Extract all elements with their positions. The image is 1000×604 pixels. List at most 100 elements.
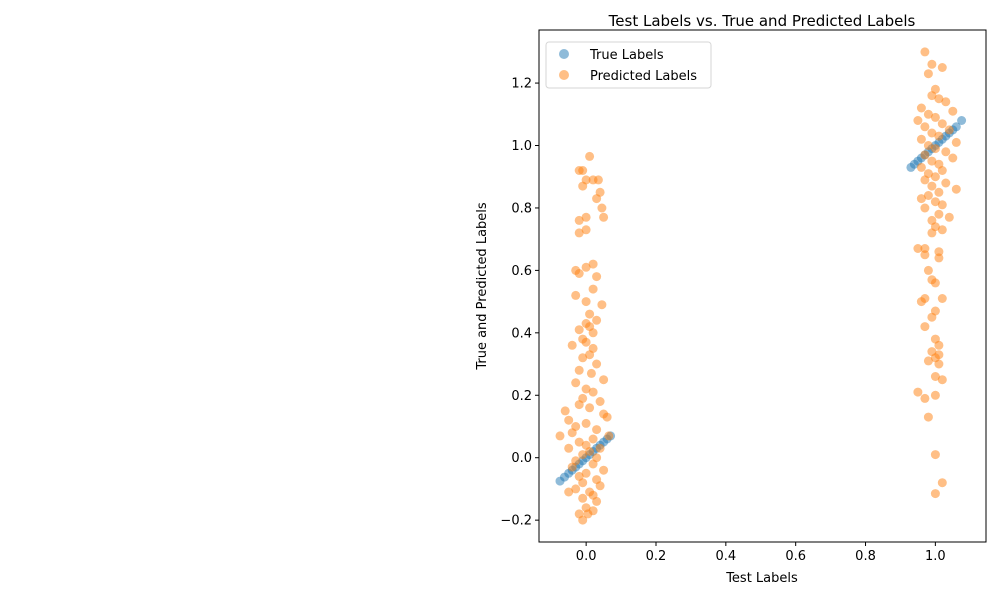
point-predicted-labels: [567, 462, 577, 472]
legend-label-true-labels: True Labels: [589, 48, 664, 63]
point-predicted-labels: [934, 131, 944, 141]
point-predicted-labels: [923, 191, 933, 200]
point-predicted-labels: [937, 225, 947, 235]
point-predicted-labels: [934, 253, 944, 263]
point-predicted-labels: [574, 437, 584, 447]
point-predicted-labels: [578, 353, 588, 363]
point-predicted-labels: [951, 184, 961, 194]
legend-swatch-predicted-labels: [559, 70, 569, 80]
x-tick-label: 0.4: [715, 549, 736, 564]
x-tick-label: 0.6: [785, 549, 806, 564]
point-predicted-labels: [937, 63, 947, 72]
point-predicted-labels: [927, 312, 937, 322]
y-tick-label: 0.8: [511, 201, 532, 216]
point-predicted-labels: [923, 412, 933, 422]
point-predicted-labels: [923, 141, 933, 150]
point-predicted-labels: [560, 406, 570, 416]
point-predicted-labels: [588, 328, 598, 338]
point-predicted-labels: [592, 359, 602, 369]
point-predicted-labels: [937, 478, 947, 488]
point-predicted-labels: [599, 375, 609, 385]
x-tick-label: 0.2: [646, 549, 667, 564]
point-predicted-labels: [599, 465, 609, 475]
point-predicted-labels: [588, 459, 598, 469]
point-predicted-labels: [927, 128, 937, 138]
point-predicted-labels: [916, 297, 926, 307]
point-predicted-labels: [923, 109, 933, 119]
x-tick-label: 0.8: [855, 549, 876, 564]
point-predicted-labels: [574, 400, 584, 410]
point-predicted-labels: [574, 365, 584, 375]
point-predicted-labels: [581, 225, 591, 235]
point-predicted-labels: [588, 434, 598, 444]
point-predicted-labels: [934, 340, 944, 350]
point-predicted-labels: [934, 359, 944, 369]
point-predicted-labels: [585, 151, 595, 161]
x-axis-label: Test Labels: [725, 571, 798, 586]
point-predicted-labels: [604, 431, 614, 441]
point-predicted-labels: [920, 203, 930, 213]
legend-swatch-true-labels: [559, 49, 569, 59]
point-true-labels: [951, 122, 961, 132]
point-predicted-labels: [930, 197, 940, 207]
point-predicted-labels: [578, 493, 588, 503]
point-predicted-labels: [564, 443, 574, 453]
y-tick-label: 0.6: [511, 264, 532, 279]
point-predicted-labels: [574, 325, 584, 335]
point-predicted-labels: [937, 119, 947, 129]
point-predicted-labels: [920, 244, 930, 253]
point-predicted-labels: [930, 172, 940, 182]
plot-frame: [538, 29, 987, 543]
point-predicted-labels: [571, 378, 581, 388]
point-predicted-labels: [599, 212, 609, 222]
points-layer: [555, 47, 967, 525]
point-predicted-labels: [578, 450, 588, 460]
point-predicted-labels: [564, 415, 574, 425]
point-predicted-labels: [930, 278, 940, 288]
point-predicted-labels: [597, 300, 607, 310]
point-predicted-labels: [916, 134, 926, 144]
point-predicted-labels: [948, 106, 958, 116]
point-predicted-labels: [913, 116, 923, 125]
point-predicted-labels: [937, 166, 947, 175]
point-predicted-labels: [916, 103, 926, 113]
point-predicted-labels: [602, 412, 612, 422]
point-predicted-labels: [585, 403, 595, 413]
point-predicted-labels: [927, 181, 937, 191]
point-predicted-labels: [920, 122, 930, 132]
point-predicted-labels: [930, 450, 940, 460]
point-predicted-labels: [588, 387, 598, 397]
y-tick-label: −0.2: [500, 514, 532, 529]
point-predicted-labels: [574, 228, 584, 238]
point-predicted-labels: [948, 153, 958, 163]
point-predicted-labels: [944, 212, 954, 222]
y-axis-label: True and Predicted Labels: [475, 202, 490, 371]
x-tick-label: 1.0: [925, 549, 946, 564]
point-predicted-labels: [923, 356, 933, 366]
point-predicted-labels: [923, 265, 933, 275]
point-predicted-labels: [920, 175, 930, 185]
point-predicted-labels: [555, 431, 565, 441]
point-predicted-labels: [916, 162, 926, 172]
y-tick-label: 0.4: [511, 326, 532, 341]
point-predicted-labels: [937, 294, 947, 303]
point-predicted-labels: [937, 200, 947, 210]
point-predicted-labels: [934, 94, 944, 104]
point-predicted-labels: [927, 156, 937, 166]
point-predicted-labels: [595, 397, 605, 406]
point-predicted-labels: [927, 59, 937, 69]
point-predicted-labels: [578, 515, 588, 525]
point-predicted-labels: [574, 269, 584, 278]
point-predicted-labels: [592, 272, 602, 282]
y-tick-label: 0.0: [511, 451, 532, 466]
point-predicted-labels: [583, 509, 593, 519]
point-predicted-labels: [941, 97, 951, 107]
point-predicted-labels: [941, 147, 951, 157]
point-predicted-labels: [934, 247, 944, 257]
legend: True Labels Predicted Labels: [545, 41, 712, 89]
chart-title: Test Labels vs. True and Predicted Label…: [608, 12, 916, 30]
point-predicted-labels: [578, 181, 588, 191]
point-predicted-labels: [578, 478, 588, 488]
